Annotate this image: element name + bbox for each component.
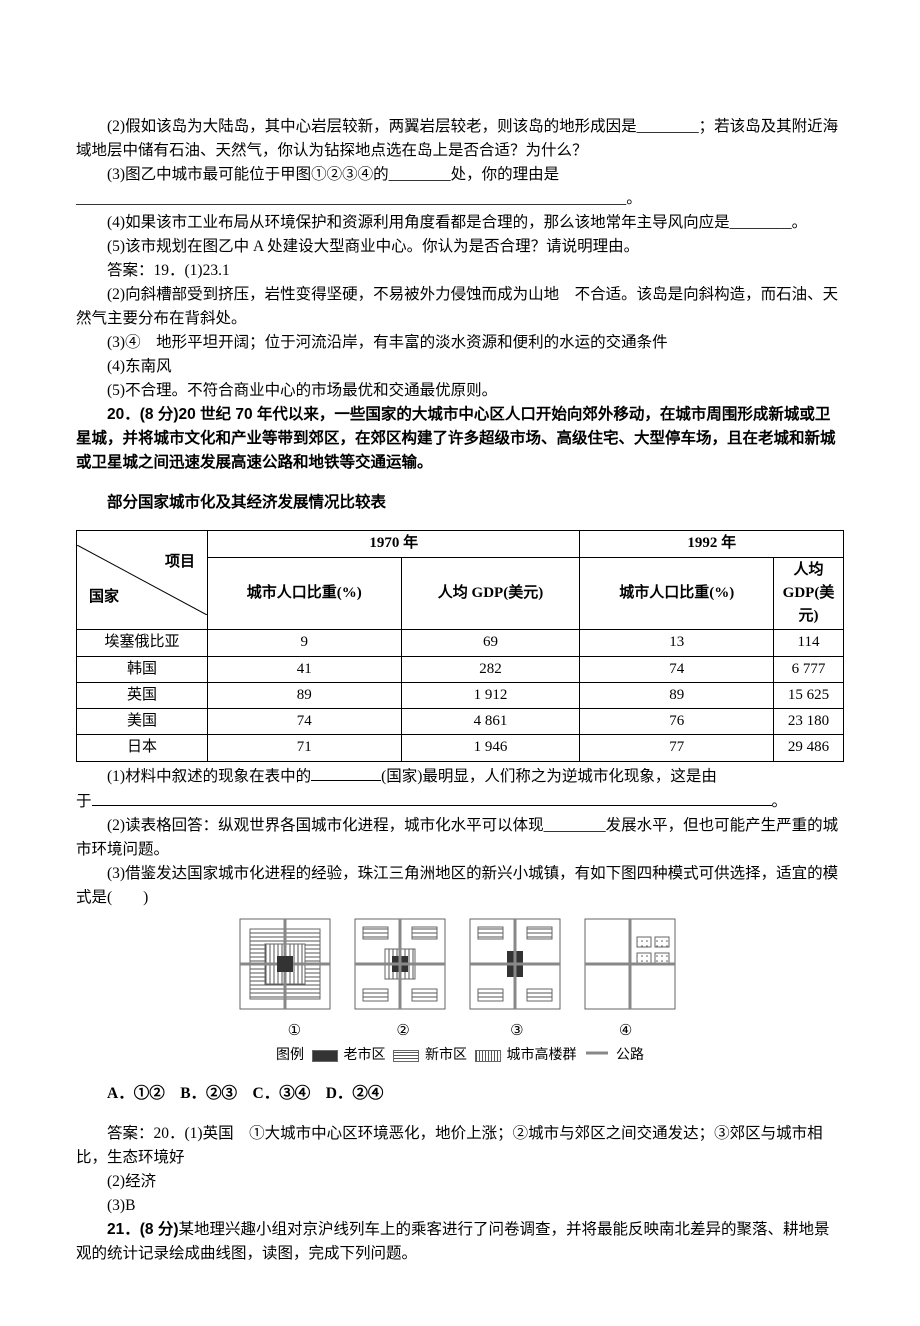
q19-a2: (2)向斜槽部受到挤压，岩性变得坚硬，不易被外力侵蚀而成为山地 不合适。该岛是向…	[76, 283, 844, 331]
q20-stem: 20．(8 分)20 世纪 70 年代以来，一些国家的大城市中心区人口开始向郊外…	[76, 403, 844, 475]
comparison-table: 项目 国家 1970 年 1992 年 城市人口比重(%) 人均 GDP(美元)…	[76, 530, 844, 761]
cell: 114	[774, 630, 844, 656]
city-model-figure: ① ② ③ ④ 图例 老市区 新市区 城市高楼群 公路	[76, 914, 844, 1067]
cell-country: 日本	[77, 735, 208, 761]
header-top: 项目	[165, 551, 195, 574]
q19-a4: (4)东南风	[76, 355, 844, 379]
cell: 15 625	[774, 682, 844, 708]
cap-3: ③	[462, 1020, 572, 1043]
q19-p4a: (4)如果该市工业布局从环境保护和资源利用角度看都是合理的，那么该地常年主导风向…	[107, 214, 730, 231]
q19-a3: (3)④ 地形平坦开阔；位于河流沿岸，有丰富的淡水资源和便利的水运的交通条件	[76, 331, 844, 355]
cell-country: 美国	[77, 709, 208, 735]
blank-long	[92, 789, 772, 806]
swatch-tall-icon	[475, 1050, 501, 1062]
q20-p1b: (国家)最明显，人们称之为逆城市化现象，这是由	[381, 768, 717, 785]
cell: 29 486	[774, 735, 844, 761]
table-row: 英国891 9128915 625	[77, 682, 844, 708]
th-col2: 人均 GDP(美元)	[401, 557, 580, 630]
swatch-new-icon	[393, 1050, 419, 1062]
th-year2: 1992 年	[580, 531, 844, 557]
cap-2: ②	[348, 1020, 458, 1043]
cell-country: 韩国	[77, 656, 208, 682]
legend-new: 新市区	[425, 1048, 467, 1063]
q20-a2: (2)经济	[76, 1170, 844, 1194]
q20-a3: (3)B	[76, 1194, 844, 1218]
cell: 6 777	[774, 656, 844, 682]
q20-p1: (1)材料中叙述的现象在表中的 (国家)最明显，人们称之为逆城市化现象，这是由	[76, 764, 844, 789]
cell: 89	[580, 682, 774, 708]
cell: 13	[580, 630, 774, 656]
q19-ans-label: 答案：19．(1)23.1	[76, 259, 844, 283]
table-row: 美国744 8617623 180	[77, 709, 844, 735]
legend-tall: 城市高楼群	[507, 1048, 577, 1063]
cell: 76	[580, 709, 774, 735]
table-row: 韩国41282746 777	[77, 656, 844, 682]
page: (2)假如该岛为大陆岛，其中心岩层较新，两翼岩层较老，则该岛的地形成因是____…	[0, 0, 920, 1326]
legend: 图例 老市区 新市区 城市高楼群 公路	[76, 1045, 844, 1067]
cell: 71	[208, 735, 402, 761]
q20-p1-line: 于。	[76, 789, 844, 814]
cap-1: ①	[244, 1020, 344, 1043]
q20-p2: (2)读表格回答：纵观世界各国城市化进程，城市化水平可以体现________发展…	[76, 814, 844, 862]
table-title: 部分国家城市化及其经济发展情况比较表	[76, 491, 844, 515]
th-col3: 城市人口比重(%)	[580, 557, 774, 630]
th-col1: 城市人口比重(%)	[208, 557, 402, 630]
q21-stem: 21．(8 分)某地理兴趣小组对京沪线列车上的乘客进行了问卷调查，并将最能反映南…	[76, 1218, 844, 1266]
q21-head: 21．(8 分)	[107, 1221, 179, 1238]
q19-p5: (5)该市规划在图乙中 A 处建设大型商业中心。你认为是否合理？请说明理由。	[76, 235, 844, 259]
th-col4: 人均GDP(美元)	[774, 557, 844, 630]
q20-p1c: 于	[76, 793, 92, 810]
table-header-row-1: 项目 国家 1970 年 1992 年	[77, 531, 844, 557]
q19-p4: (4)如果该市工业布局从环境保护和资源利用角度看都是合理的，那么该地常年主导风向…	[76, 211, 844, 235]
th-year1: 1970 年	[208, 531, 580, 557]
cell-country: 英国	[77, 682, 208, 708]
cell: 23 180	[774, 709, 844, 735]
swatch-old-icon	[312, 1050, 338, 1062]
q19-p4-blank: ________。	[730, 214, 808, 231]
cell: 74	[580, 656, 774, 682]
table-row: 埃塞俄比亚96913114	[77, 630, 844, 656]
cell-country: 埃塞俄比亚	[77, 630, 208, 656]
q20-p3: (3)借鉴发达国家城市化进程的经验，珠江三角洲地区的新兴小城镇，有如下图四种模式…	[76, 862, 844, 910]
opts-text: A．①② B．②③ C．③④ D．②④	[107, 1085, 383, 1102]
q20-body: 20 世纪 70 年代以来，一些国家的大城市中心区人口开始向郊外移动，在城市周围…	[76, 406, 836, 471]
cell: 69	[401, 630, 580, 656]
q19-p3: (3)图乙中城市最可能位于甲图①②③④的________处，你的理由是	[76, 163, 844, 187]
cap-4: ④	[576, 1020, 676, 1043]
q20-p1a: (1)材料中叙述的现象在表中的	[107, 768, 311, 785]
cell: 77	[580, 735, 774, 761]
header-bot: 国家	[89, 586, 119, 609]
cell: 41	[208, 656, 402, 682]
cell: 282	[401, 656, 580, 682]
q19-p2: (2)假如该岛为大陆岛，其中心岩层较新，两翼岩层较老，则该岛的地形成因是____…	[76, 115, 844, 163]
cell: 89	[208, 682, 402, 708]
legend-old: 老市区	[344, 1048, 386, 1063]
q21-body: 某地理兴趣小组对京沪线列车上的乘客进行了问卷调查，并将最能反映南北差异的聚落、耕…	[76, 1221, 830, 1262]
cell: 4 861	[401, 709, 580, 735]
q20-head: 20．(8 分)	[107, 406, 179, 423]
cell: 1 946	[401, 735, 580, 761]
cell: 1 912	[401, 682, 580, 708]
q20-ans: 答案：20．(1)英国 ①大城市中心区环境恶化，地价上涨；②城市与郊区之间交通发…	[76, 1122, 844, 1170]
blank	[311, 764, 381, 781]
cell: 9	[208, 630, 402, 656]
table-row: 日本711 9467729 486	[77, 735, 844, 761]
legend-title: 图例	[276, 1048, 304, 1063]
arrow-icon	[584, 1045, 610, 1067]
figure-caption: ① ② ③ ④	[76, 1020, 844, 1043]
diagonal-header: 项目 国家	[77, 545, 207, 615]
legend-road: 公路	[616, 1048, 644, 1063]
cell: 74	[208, 709, 402, 735]
q19-p3-line: ________________________________________…	[76, 187, 844, 211]
q19-a5: (5)不合理。不符合商业中心的市场最优和交通最优原则。	[76, 379, 844, 403]
q20-options: A．①② B．②③ C．③④ D．②④	[76, 1082, 844, 1106]
